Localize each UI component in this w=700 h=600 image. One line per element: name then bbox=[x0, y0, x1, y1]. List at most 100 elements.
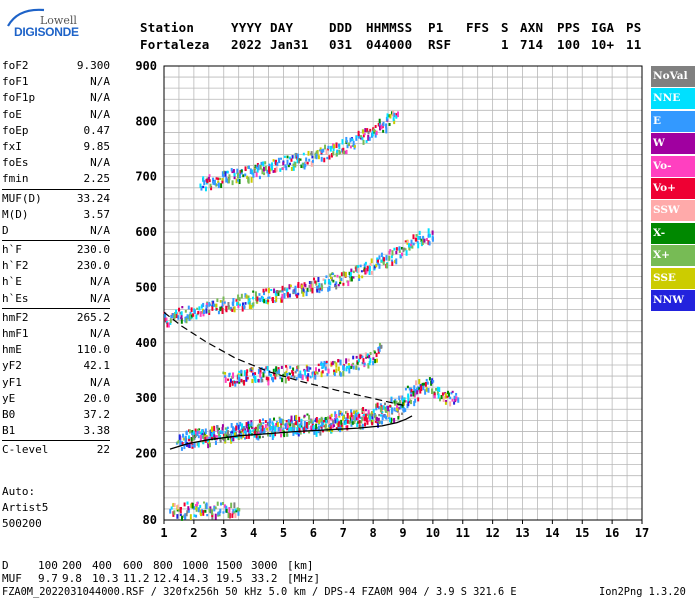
echo-point bbox=[347, 358, 350, 362]
echo-point bbox=[304, 427, 307, 431]
echo-point bbox=[438, 387, 441, 393]
echo-point bbox=[335, 368, 338, 373]
echo-point bbox=[319, 287, 322, 291]
echo-point bbox=[204, 436, 207, 442]
echo-point bbox=[269, 373, 272, 377]
footer-d-value: 1500 bbox=[216, 559, 243, 572]
echo-point bbox=[235, 510, 238, 513]
echo-point bbox=[255, 165, 258, 169]
echo-point bbox=[332, 360, 335, 365]
echo-point bbox=[368, 415, 371, 421]
echo-point bbox=[300, 164, 303, 168]
echo-point bbox=[300, 418, 303, 423]
echo-point bbox=[179, 513, 182, 517]
echo-point bbox=[393, 417, 396, 423]
echo-point bbox=[248, 304, 251, 310]
echo-point bbox=[297, 281, 300, 288]
echo-point bbox=[451, 398, 454, 402]
param-key: D bbox=[2, 223, 9, 237]
echo-point bbox=[252, 372, 255, 376]
echo-point bbox=[410, 239, 413, 245]
echo-point bbox=[236, 380, 239, 384]
echo-point bbox=[355, 135, 358, 141]
echo-point bbox=[246, 376, 249, 380]
echo-point bbox=[376, 358, 379, 363]
echo-point bbox=[249, 424, 252, 427]
echo-point bbox=[352, 362, 355, 365]
header-value-ddd: 031 bbox=[329, 37, 353, 52]
echo-point bbox=[170, 314, 173, 319]
echo-point bbox=[260, 295, 263, 299]
echo-point bbox=[410, 399, 413, 405]
echo-point bbox=[396, 409, 399, 413]
param-separator bbox=[2, 188, 110, 190]
param-row: yF2 42.1 bbox=[2, 358, 110, 374]
echo-point bbox=[306, 413, 309, 416]
echo-point bbox=[415, 234, 418, 237]
echo-point bbox=[317, 155, 320, 160]
echo-point bbox=[451, 390, 454, 393]
header-label-station: Station bbox=[140, 20, 195, 35]
echo-point bbox=[407, 393, 410, 398]
echo-point bbox=[200, 186, 203, 191]
echo-point bbox=[373, 350, 376, 353]
echo-point bbox=[256, 428, 259, 432]
echo-point bbox=[327, 416, 330, 420]
echo-point bbox=[428, 377, 431, 381]
echo-point bbox=[337, 143, 340, 147]
echo-point bbox=[358, 276, 361, 281]
y-tick-label: 500 bbox=[135, 280, 157, 294]
echo-point bbox=[457, 397, 460, 403]
param-separator bbox=[2, 307, 110, 309]
echo-point bbox=[236, 302, 239, 306]
header-value-axn: 714 bbox=[520, 37, 544, 52]
echo-point bbox=[233, 172, 236, 177]
echo-point bbox=[289, 421, 292, 425]
echo-point bbox=[272, 170, 275, 173]
echo-point bbox=[268, 296, 271, 299]
echo-point bbox=[261, 418, 264, 421]
param-row: hmF1 N/A bbox=[2, 326, 110, 342]
echo-point bbox=[431, 230, 434, 235]
echo-point bbox=[217, 310, 220, 315]
echo-point bbox=[195, 514, 198, 518]
echo-point bbox=[355, 355, 358, 359]
echo-point bbox=[447, 392, 450, 397]
echo-point bbox=[315, 431, 318, 437]
echo-point bbox=[280, 157, 283, 160]
echo-point bbox=[190, 503, 193, 508]
echo-point bbox=[233, 510, 236, 515]
echo-point bbox=[324, 279, 327, 284]
echo-point bbox=[408, 387, 411, 391]
echo-point bbox=[385, 117, 388, 121]
echo-point bbox=[296, 427, 299, 433]
echo-point bbox=[307, 150, 310, 156]
echo-point bbox=[267, 296, 270, 300]
echo-point bbox=[244, 430, 247, 436]
echo-point bbox=[401, 412, 404, 415]
echo-point bbox=[314, 374, 317, 380]
echo-point bbox=[220, 502, 223, 506]
echo-point bbox=[282, 167, 285, 170]
header-value-p1: RSF bbox=[428, 37, 452, 52]
param-key: yE bbox=[2, 391, 16, 405]
param-value: 9.85 bbox=[83, 139, 111, 153]
echo-point bbox=[314, 371, 317, 377]
footer-muf-value: 9.8 bbox=[62, 572, 82, 585]
param-row: hmE 110.0 bbox=[2, 342, 110, 358]
echo-point bbox=[199, 509, 202, 515]
echo-point bbox=[352, 270, 355, 274]
echo-point bbox=[169, 318, 172, 324]
echo-point bbox=[420, 385, 423, 392]
echo-point bbox=[391, 250, 394, 256]
echo-point bbox=[282, 160, 285, 164]
echo-point bbox=[358, 420, 361, 424]
echo-point bbox=[350, 424, 353, 427]
echo-point bbox=[307, 373, 310, 377]
echo-point bbox=[230, 168, 233, 172]
param-key: yF2 bbox=[2, 359, 22, 373]
echo-point bbox=[340, 277, 343, 281]
echo-point bbox=[207, 442, 210, 449]
echo-point bbox=[220, 305, 223, 309]
echo-point bbox=[287, 420, 290, 426]
